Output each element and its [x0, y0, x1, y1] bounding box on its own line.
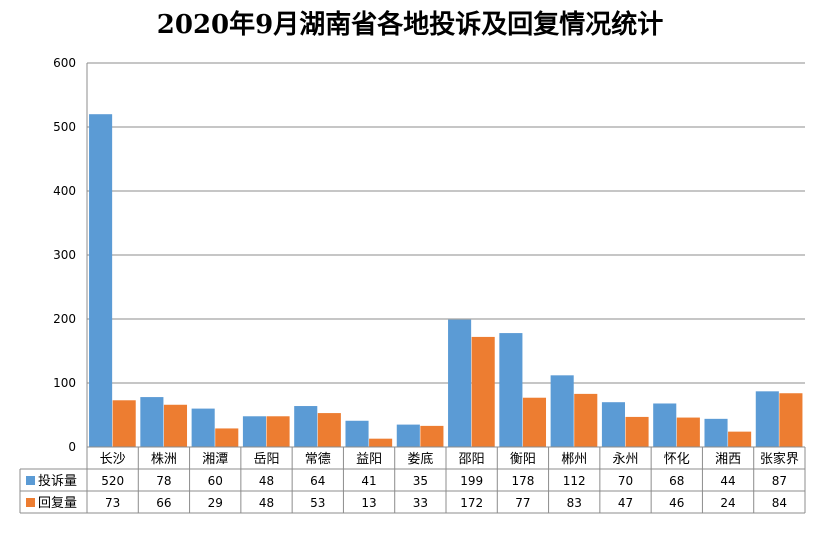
- category-label: 郴州: [561, 452, 587, 467]
- bar-complaints: [294, 406, 318, 447]
- bar-complaints: [601, 402, 625, 447]
- category-label: 湘西: [715, 452, 741, 467]
- bar-complaints: [396, 424, 420, 447]
- bar-replies: [369, 438, 393, 447]
- bar-replies: [728, 431, 752, 447]
- legend-label: 投诉量: [38, 473, 77, 489]
- y-tick-label: 0: [68, 440, 76, 454]
- data-label: 35: [413, 474, 428, 488]
- category-label: 娄底: [407, 451, 433, 467]
- category-label: 怀化: [664, 452, 690, 467]
- bar-complaints: [191, 408, 215, 447]
- category-label: 益阳: [356, 452, 382, 467]
- bar-complaints: [89, 114, 113, 447]
- y-tick-label: 300: [53, 248, 76, 262]
- data-label: 64: [310, 474, 325, 488]
- data-label: 24: [720, 496, 735, 510]
- data-label: 33: [413, 496, 428, 510]
- legend-swatch: [26, 498, 35, 507]
- bar-complaints: [550, 375, 574, 447]
- gridlines: [87, 62, 805, 384]
- data-label: 68: [669, 474, 684, 488]
- data-label: 60: [208, 474, 223, 488]
- data-label: 13: [361, 496, 376, 510]
- data-label: 84: [772, 496, 787, 510]
- data-label: 172: [460, 496, 483, 510]
- bar-replies: [112, 400, 136, 447]
- data-label: 41: [361, 474, 376, 488]
- data-label: 77: [515, 496, 530, 510]
- bar-replies: [266, 416, 290, 447]
- data-label: 70: [618, 474, 633, 488]
- y-tick-label: 500: [53, 120, 76, 134]
- bar-replies: [574, 393, 598, 447]
- data-label: 48: [259, 496, 274, 510]
- bar-replies: [625, 416, 649, 447]
- y-axis: 0 100 200 300 400 500 600: [53, 56, 88, 454]
- bar-replies: [215, 428, 239, 447]
- bar-complaints: [755, 391, 779, 447]
- legend-swatch: [26, 476, 35, 485]
- category-label: 岳阳: [253, 452, 279, 467]
- data-label: 199: [460, 474, 483, 488]
- category-label: 邵阳: [459, 452, 485, 467]
- data-label: 46: [669, 496, 684, 510]
- category-label: 张家界: [760, 451, 799, 467]
- bar-replies: [317, 413, 341, 447]
- category-label: 湘潭: [202, 452, 228, 467]
- data-label: 73: [105, 496, 120, 510]
- bar-complaints: [448, 319, 472, 447]
- bar-replies: [163, 404, 188, 447]
- bar-replies: [676, 417, 700, 447]
- data-label: 48: [259, 474, 274, 488]
- data-label: 29: [208, 496, 223, 510]
- y-tick-label: 400: [53, 184, 76, 198]
- bar-complaints: [653, 403, 677, 447]
- bar-replies: [522, 397, 547, 447]
- data-label: 87: [772, 474, 787, 488]
- data-label: 83: [567, 496, 582, 510]
- category-label: 永州: [612, 452, 638, 467]
- legend-label: 回复量: [38, 496, 77, 511]
- category-label: 株洲: [151, 452, 177, 467]
- category-label: 常德: [305, 452, 331, 467]
- data-label: 112: [563, 474, 586, 488]
- bars: [89, 114, 803, 447]
- bar-replies: [779, 393, 803, 447]
- y-tick-label: 200: [53, 312, 76, 326]
- category-label: 衡阳: [510, 452, 536, 467]
- data-label: 78: [156, 474, 171, 488]
- y-tick-label: 600: [53, 56, 76, 70]
- bar-replies: [471, 336, 495, 447]
- bar-complaints: [499, 333, 523, 447]
- data-label: 47: [618, 496, 633, 510]
- bar-complaints: [704, 418, 728, 447]
- chart-title: 2020年9月湖南省各地投诉及回复情况统计: [157, 9, 663, 40]
- data-label: 44: [720, 474, 735, 488]
- bar-replies: [420, 425, 444, 447]
- bar-complaints: [345, 420, 369, 447]
- data-label: 178: [511, 474, 534, 488]
- data-label: 53: [310, 496, 325, 510]
- category-label: 长沙: [100, 452, 126, 467]
- bar-complaints: [140, 397, 164, 447]
- data-label: 66: [156, 496, 171, 510]
- data-label: 520: [101, 474, 124, 488]
- y-tick-label: 100: [53, 376, 76, 390]
- bar-complaints: [242, 416, 266, 447]
